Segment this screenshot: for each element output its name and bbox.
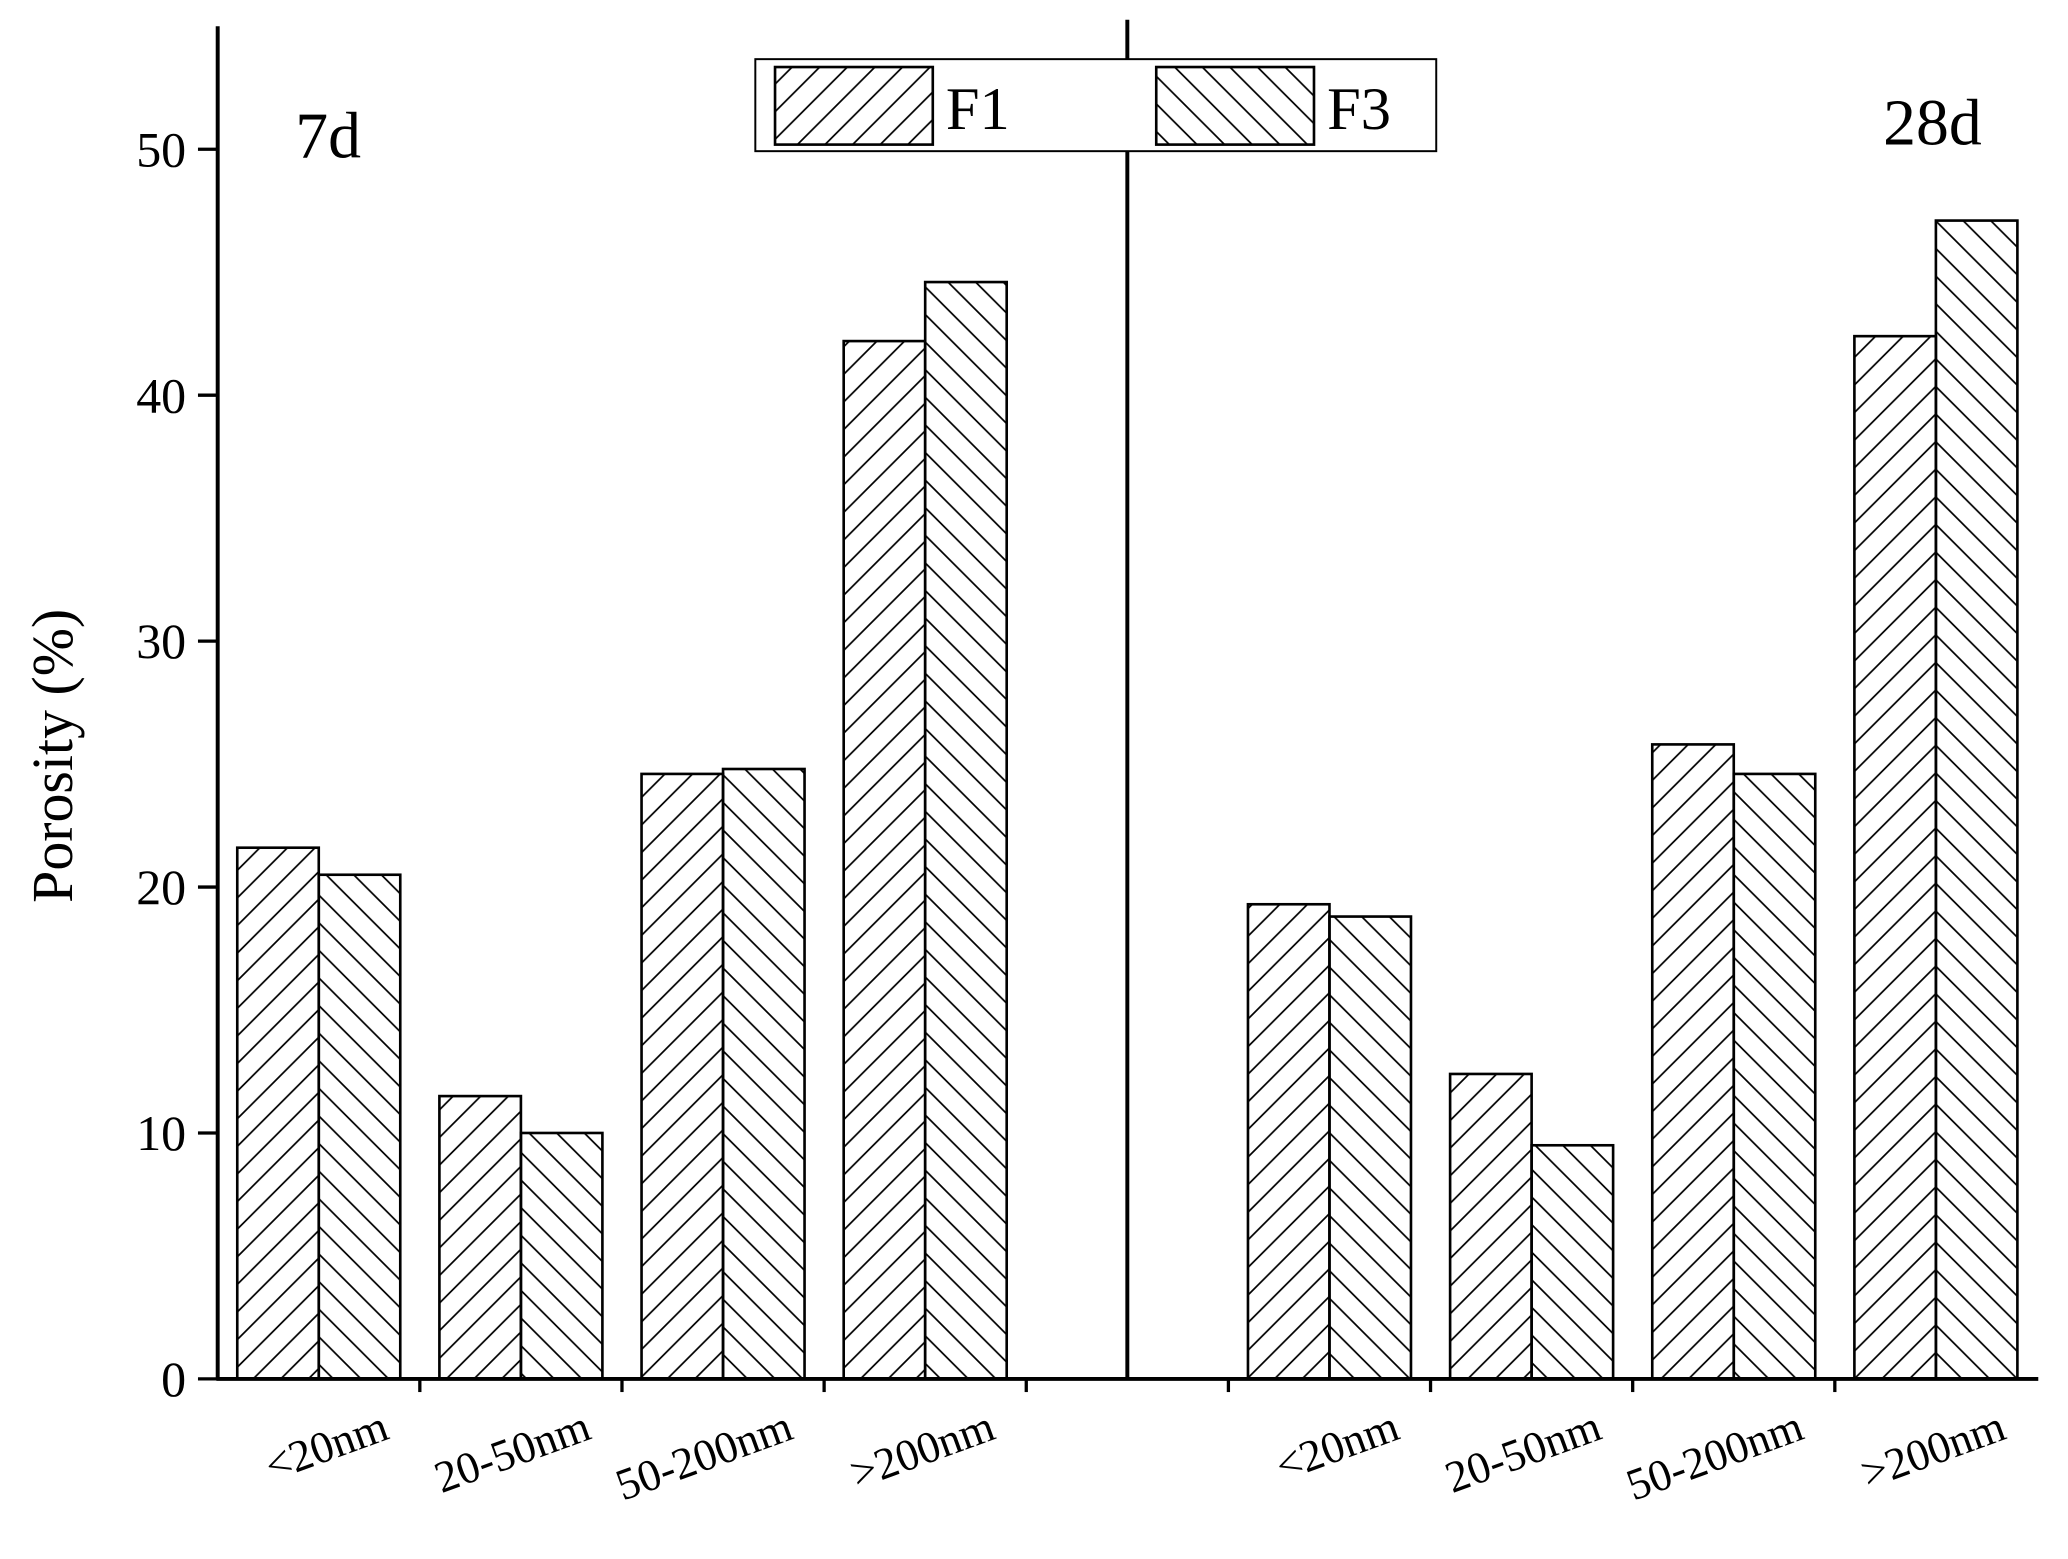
- bar: [1934, 219, 2019, 1381]
- x-tick-label: 50-200nm: [1620, 1400, 1810, 1510]
- bar: [1328, 915, 1413, 1381]
- x-tick-label: 50-200nm: [609, 1400, 799, 1510]
- legend-swatch: [1154, 65, 1316, 146]
- x-tick-label: 20-50nm: [428, 1400, 597, 1502]
- y-tick-label: 40: [136, 367, 186, 423]
- panel-label: 7d: [295, 100, 361, 173]
- y-tick-label: 20: [136, 859, 186, 915]
- legend-swatch: [773, 65, 935, 146]
- x-tick-label: <20nm: [1269, 1400, 1406, 1491]
- y-axis-label: Porosity (%): [20, 609, 85, 903]
- bar: [842, 339, 927, 1381]
- y-tick-label: 50: [136, 121, 186, 177]
- bar: [519, 1131, 604, 1381]
- bar: [1853, 334, 1938, 1381]
- bar: [1530, 1143, 1615, 1381]
- y-tick-label: 0: [161, 1351, 186, 1407]
- bar: [438, 1094, 523, 1381]
- bar: [317, 873, 402, 1381]
- x-tick-label: >200nm: [1854, 1400, 2012, 1498]
- panel-label: 28d: [1883, 87, 1982, 160]
- bar: [640, 772, 725, 1381]
- legend-label: F1: [946, 76, 1010, 143]
- legend-label: F3: [1327, 76, 1391, 143]
- x-tick-label: 20-50nm: [1439, 1400, 1608, 1502]
- y-tick-label: 10: [136, 1105, 186, 1161]
- bar: [923, 280, 1009, 1381]
- x-tick-label: <20nm: [258, 1400, 395, 1491]
- bar: [1448, 1072, 1533, 1381]
- bar: [1246, 902, 1331, 1381]
- bar: [1732, 772, 1817, 1381]
- bar: [235, 846, 321, 1381]
- y-tick-label: 30: [136, 613, 186, 669]
- bar: [1650, 743, 1736, 1381]
- x-tick-label: >200nm: [843, 1400, 1001, 1498]
- bar: [721, 767, 806, 1381]
